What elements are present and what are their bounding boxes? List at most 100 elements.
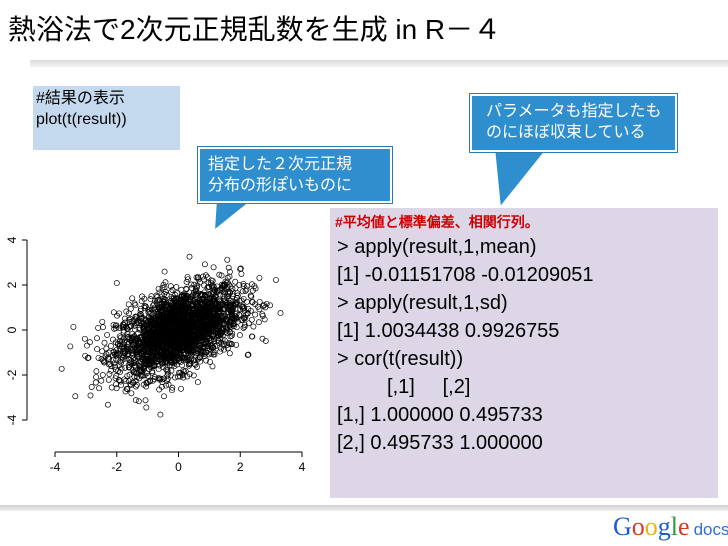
scatter-point	[221, 317, 228, 324]
scatter-point	[250, 323, 257, 330]
scatter-point	[136, 347, 143, 354]
scatter-point	[159, 284, 166, 291]
scatter-point	[207, 324, 214, 330]
scatter-point	[149, 333, 156, 340]
scatter-point	[137, 361, 144, 368]
result-line: [1] 1.0034438 0.9926755	[337, 320, 560, 342]
scatter-point	[167, 322, 174, 329]
scatter-point	[218, 305, 225, 312]
scatter-plot: -4 -2 0 2 4 -4 -2 0 2 4	[5, 236, 306, 474]
scatter-point	[195, 273, 201, 280]
scatter-point	[239, 303, 246, 310]
y-tick-label: -2	[5, 369, 19, 380]
scatter-point	[184, 305, 191, 312]
scatter-point	[217, 328, 224, 335]
scatter-point	[155, 285, 162, 292]
code-box: #結果の表示 plot(t(result))	[33, 86, 180, 150]
scatter-point	[112, 325, 119, 332]
scatter-point	[147, 339, 154, 346]
scatter-point	[112, 375, 119, 382]
scatter-point	[118, 365, 125, 372]
scatter-point	[227, 340, 234, 347]
scatter-point	[277, 310, 284, 317]
scatter-point	[232, 278, 239, 285]
scatter-point	[159, 379, 166, 385]
scatter-point	[173, 340, 180, 347]
scatter-point	[152, 308, 159, 315]
scatter-point	[225, 264, 232, 271]
scatter-point	[226, 268, 233, 275]
scatter-point	[141, 356, 148, 363]
scatter-point	[136, 326, 143, 333]
scatter-point	[245, 320, 252, 327]
scatter-point	[168, 367, 175, 374]
scatter-point	[187, 294, 194, 301]
y-tick-label: -4	[5, 414, 19, 425]
scatter-point	[222, 278, 229, 285]
scatter-point	[157, 322, 164, 329]
scatter-point	[194, 379, 201, 386]
scatter-point	[161, 393, 167, 400]
x-tick-label: 0	[175, 460, 182, 474]
scatter-point	[161, 343, 168, 350]
scatter-point	[245, 351, 252, 358]
scatter-point	[203, 293, 210, 300]
scatter-point	[124, 347, 131, 354]
scatter-point	[229, 285, 236, 292]
scatter-point	[82, 352, 89, 359]
scatter-point	[135, 362, 142, 369]
scatter-point	[178, 316, 185, 323]
scatter-point	[119, 356, 126, 363]
scatter-point	[212, 343, 219, 350]
callout-left-line: 指定した２次元正規	[208, 154, 353, 173]
scatter-point	[135, 398, 142, 405]
scatter-point	[191, 328, 198, 334]
result-line: > cor(t(result))	[337, 348, 464, 370]
scatter-point	[166, 357, 173, 363]
scatter-point	[202, 306, 209, 312]
scatter-point	[186, 348, 193, 355]
scatter-point	[132, 316, 139, 323]
scatter-point	[147, 296, 154, 303]
scatter-point	[101, 339, 108, 346]
scatter-point	[205, 351, 212, 358]
scatter-point	[99, 318, 106, 325]
scatter-point	[70, 323, 77, 330]
scatter-point	[186, 361, 193, 368]
scatter-point	[193, 345, 200, 352]
scatter-point	[93, 374, 100, 381]
scatter-point	[216, 271, 223, 278]
scatter-point	[190, 318, 197, 324]
scatter-point	[196, 345, 203, 352]
scatter-point	[183, 324, 190, 331]
scatter-point	[174, 344, 181, 351]
google-docs-logo: Google docs	[613, 512, 728, 545]
scatter-point	[225, 290, 232, 297]
scatter-point	[163, 315, 170, 322]
scatter-point	[191, 342, 198, 348]
scatter-point	[166, 340, 173, 347]
scatter-point	[127, 345, 134, 352]
scatter-point	[140, 319, 146, 326]
scatter-point	[193, 337, 199, 344]
scatter-point	[251, 283, 258, 290]
scatter-point	[188, 355, 195, 362]
scatter-point	[152, 317, 158, 324]
scatter-point	[160, 281, 167, 288]
scatter-point	[240, 280, 247, 287]
scatter-point	[161, 314, 168, 321]
x-tick-label: 4	[299, 460, 306, 474]
scatter-point	[208, 344, 215, 351]
result-line: [1,] 1.000000 0.495733	[337, 404, 543, 426]
scatter-point	[223, 301, 230, 308]
scatter-point	[195, 276, 202, 283]
scatter-point	[104, 331, 111, 338]
scatter-point	[191, 309, 198, 316]
scatter-point	[244, 298, 250, 305]
scatter-point	[236, 281, 243, 288]
scatter-point	[96, 385, 103, 392]
scatter-point	[132, 397, 139, 404]
scatter-point	[184, 320, 191, 327]
scatter-point	[226, 322, 233, 329]
scatter-point	[242, 311, 249, 318]
